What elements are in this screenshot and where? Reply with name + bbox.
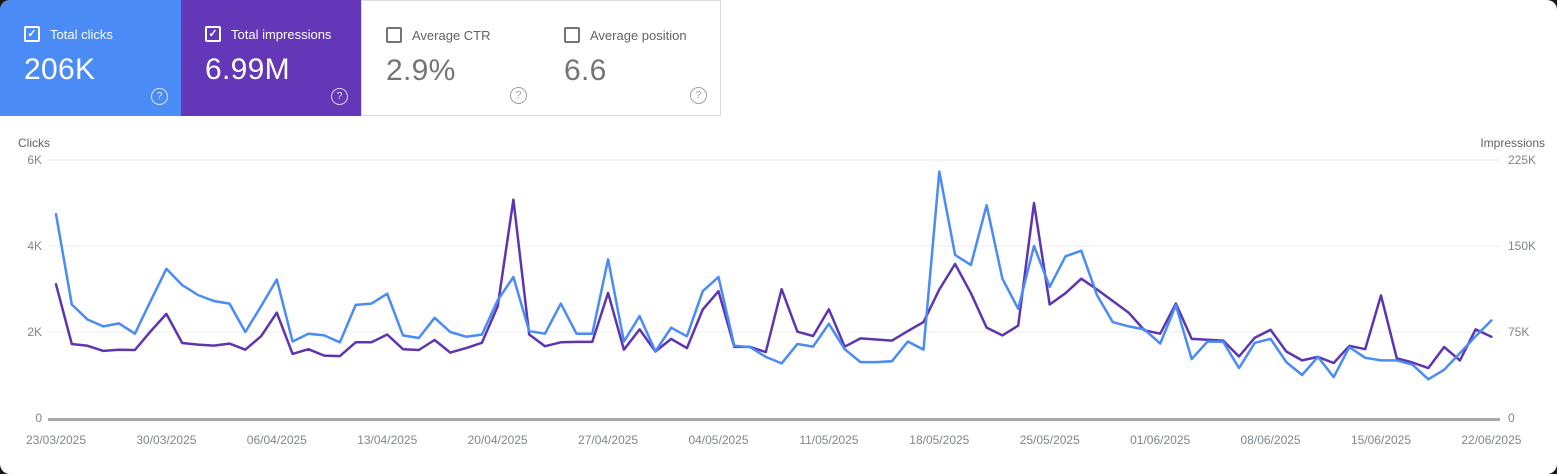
right-axis-title: Impressions [1480,136,1545,150]
metric-card-total-clicks[interactable]: ✓ Total clicks 206K ? [0,0,181,116]
x-axis-label: 30/03/2025 [136,433,197,447]
right-axis-tick: 150K [1508,239,1537,253]
card-header: Average CTR [386,27,540,43]
left-axis-tick: 2K [27,325,42,339]
x-axis-label: 18/05/2025 [909,433,970,447]
performance-chart: Clicks Impressions 6K 4K 2K 0 225K 150K … [0,116,1557,474]
x-axis-label: 20/04/2025 [467,433,528,447]
card-header: ✓ Total impressions [205,26,361,42]
right-axis-tick: 75K [1508,325,1530,339]
right-axis-tick: 225K [1508,153,1537,167]
right-axis-tick: 0 [1508,411,1515,425]
x-axis-label: 22/06/2025 [1461,433,1522,447]
metric-card-average-position[interactable]: Average position 6.6 ? [540,0,721,116]
series-line-impressions [54,198,1493,370]
checkbox-unchecked-icon[interactable] [386,27,402,43]
help-icon[interactable]: ? [510,87,527,104]
metric-card-total-impressions[interactable]: ✓ Total impressions 6.99M ? [181,0,361,116]
help-icon[interactable]: ? [690,87,707,104]
left-axis-tick: 0 [35,411,42,425]
card-header: ✓ Total clicks [24,26,181,42]
card-value: 2.9% [386,54,456,87]
x-axis-label: 15/06/2025 [1350,433,1412,447]
series-line-clicks [54,170,1493,381]
x-axis-label: 06/04/2025 [246,433,307,447]
x-axis-label: 13/04/2025 [357,433,418,447]
card-label: Total clicks [50,26,113,42]
chart-canvas[interactable] [0,116,1557,474]
checkbox-unchecked-icon[interactable] [564,27,580,43]
x-axis-label: 27/04/2025 [578,433,639,447]
card-value: 6.99M [205,53,290,86]
help-icon[interactable]: ? [331,88,348,105]
x-axis-label: 08/06/2025 [1240,433,1301,447]
x-axis-label: 04/05/2025 [688,433,749,447]
x-axis-label: 23/03/2025 [25,433,87,447]
x-axis-label: 25/05/2025 [1019,433,1080,447]
x-axis-label: 01/06/2025 [1130,433,1191,447]
card-value: 206K [24,53,96,86]
left-axis-tick: 4K [27,239,42,253]
left-axis-tick: 6K [27,153,42,167]
x-axis-label: 11/05/2025 [799,433,859,447]
card-header: Average position [564,27,720,43]
left-axis-title: Clicks [18,136,50,150]
checkbox-checked-icon[interactable]: ✓ [24,26,40,42]
card-value: 6.6 [564,54,607,87]
checkbox-checked-icon[interactable]: ✓ [205,26,221,42]
help-icon[interactable]: ? [151,88,168,105]
card-label: Average CTR [412,27,491,43]
card-label: Average position [590,27,687,43]
metric-card-average-ctr[interactable]: Average CTR 2.9% ? [361,0,541,116]
card-label: Total impressions [231,26,332,42]
